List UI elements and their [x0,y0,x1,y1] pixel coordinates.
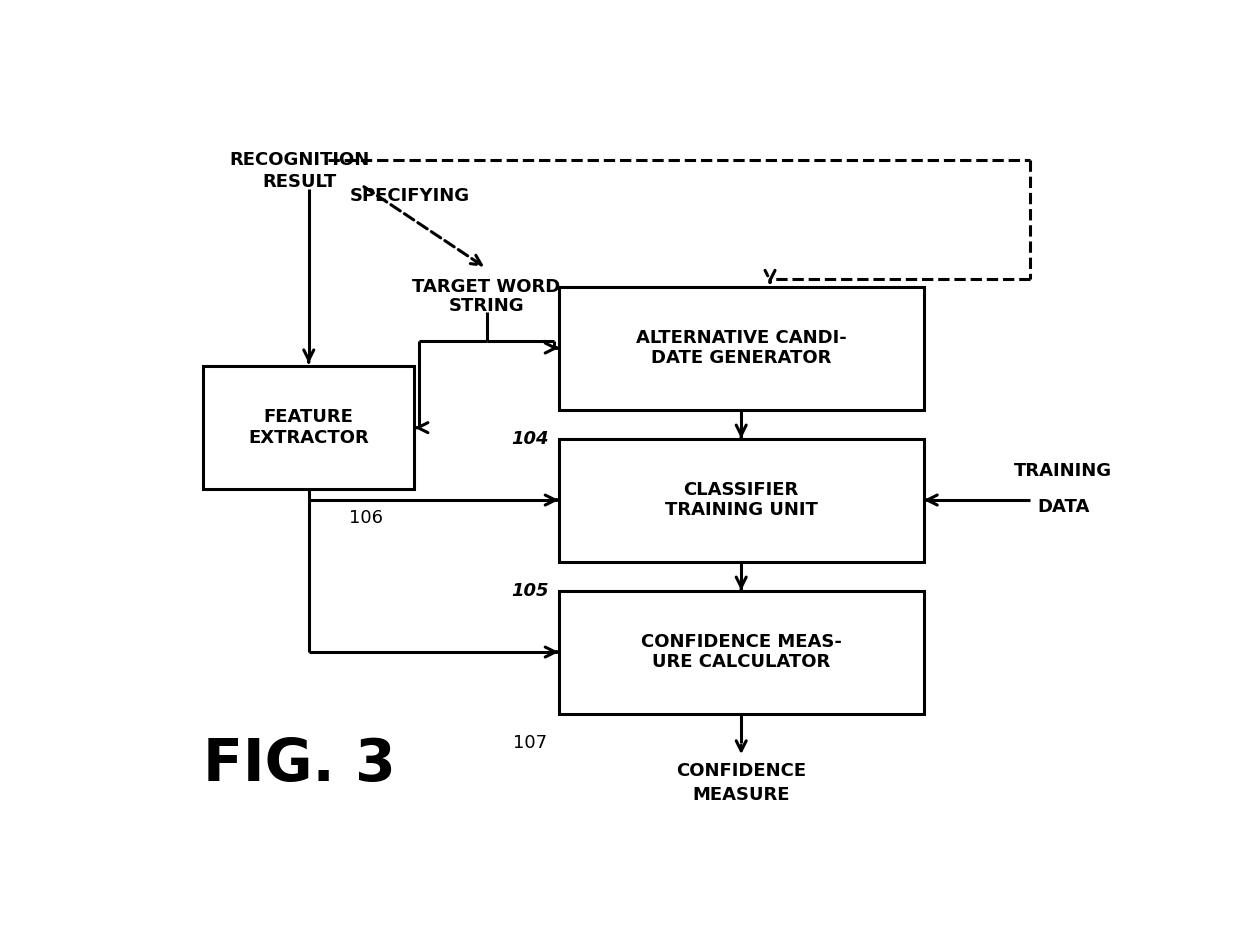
Text: 107: 107 [512,733,547,751]
Text: FIG. 3: FIG. 3 [203,736,396,792]
Text: DATA: DATA [1037,498,1089,516]
Bar [558,287,924,410]
Text: CLASSIFIER
TRAINING UNIT: CLASSIFIER TRAINING UNIT [665,480,817,520]
Text: 106: 106 [350,509,383,527]
Text: CONFIDENCE MEAS-
URE CALCULATOR: CONFIDENCE MEAS- URE CALCULATOR [641,633,842,671]
Text: 104: 104 [511,430,548,447]
Text: 105: 105 [511,582,548,600]
Text: STRING: STRING [449,297,525,315]
Text: RECOGNITION: RECOGNITION [229,150,370,169]
Text: TARGET WORD: TARGET WORD [413,277,560,295]
Text: FEATURE
EXTRACTOR: FEATURE EXTRACTOR [248,408,370,447]
Text: RESULT: RESULT [262,173,336,191]
Text: ALTERNATIVE CANDI-
DATE GENERATOR: ALTERNATIVE CANDI- DATE GENERATOR [636,329,847,368]
Bar [558,590,924,713]
Bar [558,438,924,561]
Bar [203,366,414,489]
Text: TRAINING: TRAINING [1014,462,1112,480]
Text: MEASURE: MEASURE [692,787,790,805]
Text: CONFIDENCE: CONFIDENCE [676,762,806,780]
Text: SPECIFYING: SPECIFYING [350,187,470,205]
